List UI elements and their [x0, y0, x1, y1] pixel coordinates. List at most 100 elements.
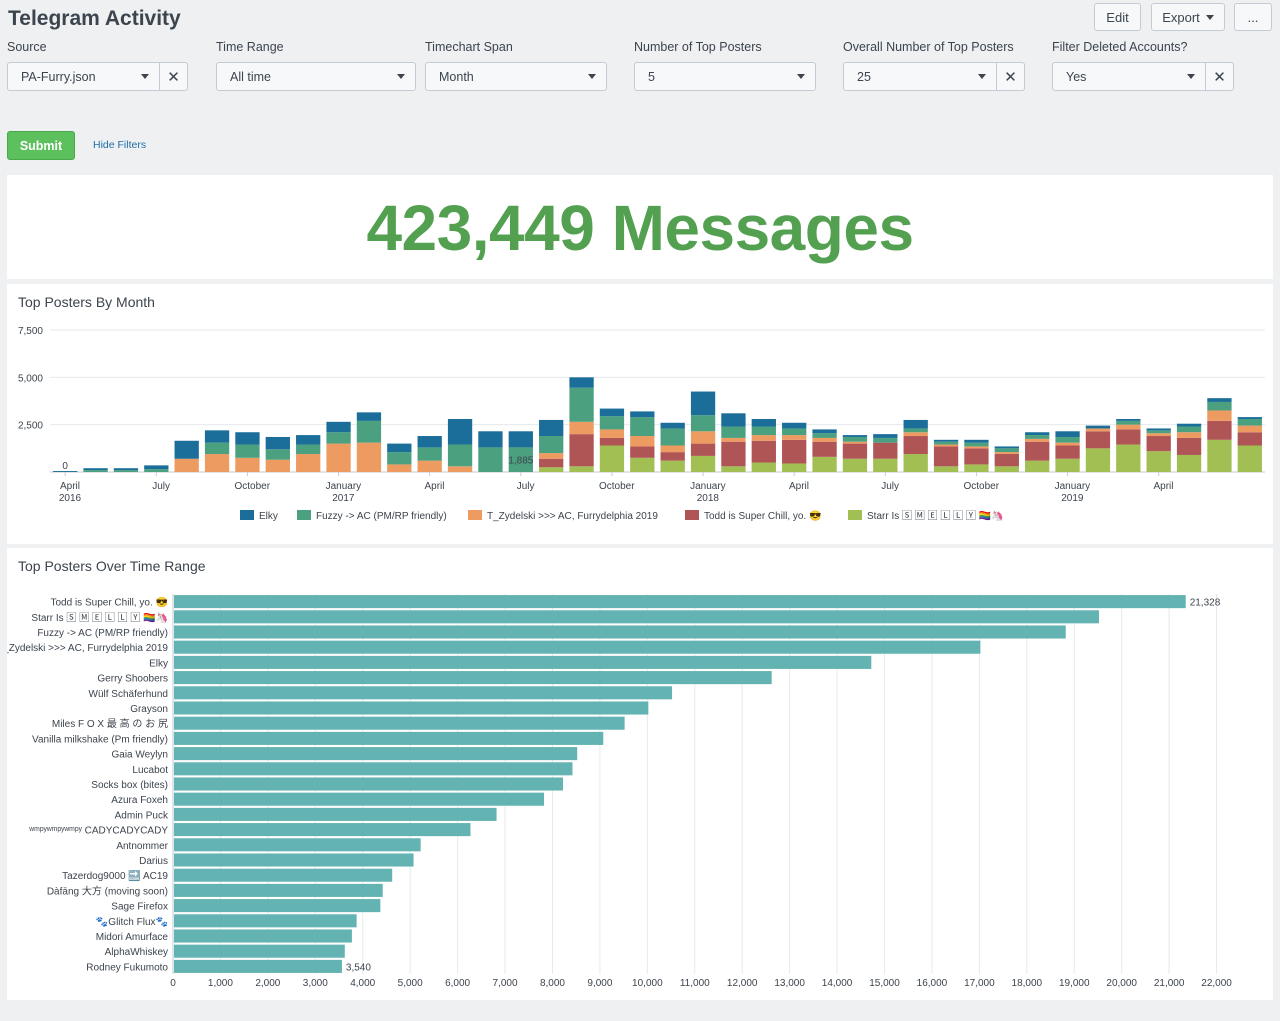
bar-segment[interactable]	[690, 443, 716, 456]
bar-segment[interactable]	[630, 411, 655, 418]
bar-segment[interactable]	[782, 435, 807, 440]
bar-segment[interactable]	[1176, 423, 1202, 427]
deleted-accounts-select[interactable]: Yes	[1052, 62, 1206, 91]
bar-segment[interactable]	[1025, 441, 1050, 461]
bar-segment[interactable]	[873, 458, 898, 472]
bar-segment[interactable]	[1025, 432, 1050, 436]
bar-segment[interactable]	[751, 418, 776, 427]
bar-segment[interactable]	[660, 460, 685, 472]
bar[interactable]	[174, 701, 649, 715]
bar[interactable]	[174, 610, 1099, 624]
bar-segment[interactable]	[417, 460, 442, 472]
bar-segment[interactable]	[964, 446, 989, 449]
bar-segment[interactable]	[539, 467, 564, 472]
bar-segment[interactable]	[417, 447, 442, 461]
bar-segment[interactable]	[1116, 429, 1141, 445]
bar-segment[interactable]	[630, 446, 655, 458]
bar-segment[interactable]	[235, 432, 260, 445]
bar-segment[interactable]	[326, 443, 351, 472]
bar-segment[interactable]	[265, 449, 290, 460]
legend-item[interactable]: Todd is Super Chill, yo. 😎	[685, 510, 822, 522]
bar-segment[interactable]	[569, 466, 594, 472]
bar-segment[interactable]	[1146, 451, 1171, 472]
bar[interactable]	[174, 959, 342, 973]
timechart-span-select[interactable]: Month	[425, 62, 607, 91]
bar-segment[interactable]	[1055, 442, 1080, 446]
bar-segment[interactable]	[1207, 420, 1232, 440]
bar-segment[interactable]	[1055, 436, 1080, 443]
bar-segment[interactable]	[1237, 432, 1262, 446]
bar-segment[interactable]	[265, 459, 290, 472]
bar-segment[interactable]	[1237, 417, 1262, 419]
bar-segment[interactable]	[721, 426, 746, 438]
bar-segment[interactable]	[599, 445, 625, 472]
bar-segment[interactable]	[204, 454, 230, 472]
bar-segment[interactable]	[721, 413, 746, 427]
bar-segment[interactable]	[933, 466, 959, 472]
bar-segment[interactable]	[387, 464, 412, 472]
bar-segment[interactable]	[1237, 445, 1262, 472]
bar-segment[interactable]	[782, 428, 807, 436]
clear-icon[interactable]: ✕	[160, 62, 188, 91]
bar-segment[interactable]	[994, 452, 1019, 455]
bar-segment[interactable]	[812, 437, 837, 442]
bar[interactable]	[174, 807, 497, 821]
legend-item[interactable]: Elky	[240, 510, 278, 522]
bar-segment[interactable]	[83, 470, 108, 472]
bar-segment[interactable]	[599, 429, 625, 438]
bar-segment[interactable]	[873, 437, 898, 443]
bar-segment[interactable]	[1085, 428, 1111, 432]
bar-segment[interactable]	[144, 469, 169, 472]
bar[interactable]	[174, 868, 393, 882]
bar-segment[interactable]	[842, 441, 868, 444]
bar-segment[interactable]	[964, 464, 989, 472]
bar-segment[interactable]	[842, 443, 868, 459]
bar-segment[interactable]	[447, 444, 473, 467]
bar-segment[interactable]	[1207, 439, 1232, 472]
bar-segment[interactable]	[873, 434, 898, 438]
bar-segment[interactable]	[113, 468, 139, 471]
bar-segment[interactable]	[1176, 437, 1202, 455]
bar-segment[interactable]	[690, 455, 716, 472]
bar-segment[interactable]	[569, 434, 594, 467]
top-posters-select[interactable]: 5	[634, 62, 816, 91]
bar-segment[interactable]	[903, 428, 928, 433]
bar[interactable]	[174, 655, 872, 669]
bar-segment[interactable]	[599, 416, 625, 430]
bar-segment[interactable]	[1207, 410, 1232, 421]
bar-segment[interactable]	[296, 444, 321, 455]
bar-segment[interactable]	[1116, 424, 1141, 430]
bar-segment[interactable]	[782, 422, 807, 429]
time-range-select[interactable]: All time	[216, 62, 416, 91]
bar-segment[interactable]	[1146, 436, 1171, 452]
bar-segment[interactable]	[994, 448, 1019, 453]
bar-segment[interactable]	[660, 452, 685, 461]
bar[interactable]	[174, 716, 625, 730]
bar-segment[interactable]	[447, 466, 473, 472]
bar[interactable]	[174, 929, 352, 943]
bar-segment[interactable]	[1116, 420, 1141, 425]
bar-segment[interactable]	[356, 420, 382, 443]
bar-segment[interactable]	[690, 431, 716, 444]
bar-segment[interactable]	[1207, 401, 1232, 411]
bar-segment[interactable]	[964, 442, 989, 447]
bar-segment[interactable]	[1085, 431, 1111, 449]
bar-segment[interactable]	[812, 441, 837, 457]
bar-segment[interactable]	[447, 418, 473, 445]
bar-segment[interactable]	[690, 415, 716, 432]
bar[interactable]	[174, 686, 673, 700]
export-button[interactable]: Export	[1151, 3, 1225, 31]
bar-segment[interactable]	[751, 462, 776, 472]
bar-segment[interactable]	[933, 444, 959, 447]
bar-segment[interactable]	[235, 444, 260, 458]
bar-segment[interactable]	[539, 453, 564, 459]
bar-segment[interactable]	[812, 429, 837, 434]
bar-segment[interactable]	[387, 443, 412, 453]
bar-segment[interactable]	[1237, 418, 1262, 426]
bar-segment[interactable]	[630, 436, 655, 447]
bar-segment[interactable]	[630, 417, 655, 437]
bar-segment[interactable]	[204, 442, 230, 455]
bar-segment[interactable]	[144, 465, 169, 470]
bar-segment[interactable]	[721, 441, 746, 467]
bar-segment[interactable]	[569, 421, 594, 435]
